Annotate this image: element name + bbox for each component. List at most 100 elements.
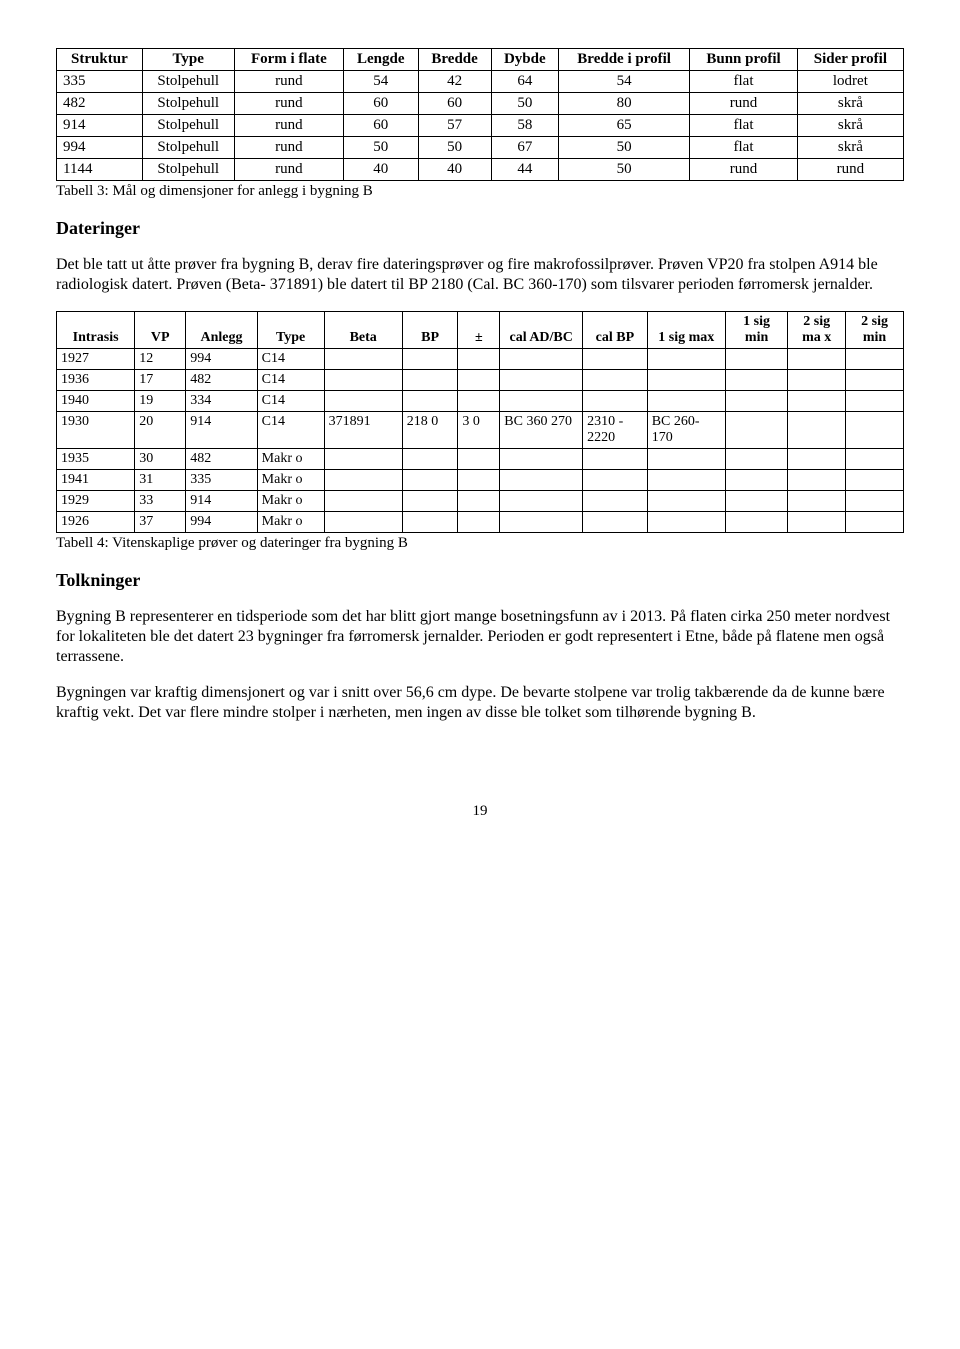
table-cell: [402, 370, 458, 391]
table-cell: [846, 491, 904, 512]
table-cell: [846, 512, 904, 533]
table-cell: [725, 412, 787, 449]
table-cell: 482: [57, 93, 143, 115]
table-cell: [500, 491, 583, 512]
table-cell: 482: [186, 370, 257, 391]
table-cell: Makr o: [257, 512, 324, 533]
table1-body: 335Stolpehullrund54426454flatlodret482St…: [57, 71, 904, 181]
table-cell: rund: [797, 159, 903, 181]
table-cell: [402, 470, 458, 491]
table-cell: rund: [234, 93, 343, 115]
table-cell: skrå: [797, 115, 903, 137]
table-cell: [647, 449, 725, 470]
table-cell: 65: [558, 115, 689, 137]
table-cell: [725, 491, 787, 512]
table-cell: 1936: [57, 370, 135, 391]
table-cell: Makr o: [257, 449, 324, 470]
table-cell: 914: [186, 491, 257, 512]
table-cell: 1926: [57, 512, 135, 533]
th: Beta: [324, 312, 402, 349]
table2-body: 192712994C14193617482C14194019334C141930…: [57, 349, 904, 533]
table-cell: rund: [234, 115, 343, 137]
table-row: 914Stolpehullrund60575865flatskrå: [57, 115, 904, 137]
th: Bredde: [418, 49, 491, 71]
table-cell: skrå: [797, 93, 903, 115]
th: 1 sig min: [725, 312, 787, 349]
th: Form i flate: [234, 49, 343, 71]
table-cell: lodret: [797, 71, 903, 93]
table-cell: [846, 349, 904, 370]
table-row: 193020914C14371891218 03 0BC 360 2702310…: [57, 412, 904, 449]
table-cell: C14: [257, 391, 324, 412]
table-cell: BC 360 270: [500, 412, 583, 449]
table-cell: 20: [135, 412, 186, 449]
table-cell: C14: [257, 349, 324, 370]
th: Sider profil: [797, 49, 903, 71]
table-cell: [788, 349, 846, 370]
table-cell: 371891: [324, 412, 402, 449]
table-cell: [324, 370, 402, 391]
table-cell: [846, 370, 904, 391]
table-cell: [725, 449, 787, 470]
table-cell: 334: [186, 391, 257, 412]
th: Bredde i profil: [558, 49, 689, 71]
th: 2 sig min: [846, 312, 904, 349]
table-row: 193530482Makr o: [57, 449, 904, 470]
table-cell: [846, 470, 904, 491]
table-cell: 30: [135, 449, 186, 470]
table-cell: [725, 370, 787, 391]
table-cell: 914: [57, 115, 143, 137]
table-cell: [458, 512, 500, 533]
table-cell: [458, 349, 500, 370]
table-cell: rund: [234, 159, 343, 181]
th: 2 sig ma x: [788, 312, 846, 349]
table-row: 194131335Makr o: [57, 470, 904, 491]
table-cell: Stolpehull: [142, 137, 234, 159]
table-cell: 50: [558, 137, 689, 159]
table-cell: [725, 470, 787, 491]
table-cell: [402, 512, 458, 533]
table-row: 994Stolpehullrund50506750flatskrå: [57, 137, 904, 159]
table-cell: C14: [257, 412, 324, 449]
table-cell: [647, 370, 725, 391]
table1-head: Struktur Type Form i flate Lengde Bredde…: [57, 49, 904, 71]
table-cell: 50: [491, 93, 558, 115]
table-cell: 2310 - 2220: [583, 412, 648, 449]
table-cell: [324, 491, 402, 512]
table-cell: rund: [234, 71, 343, 93]
table-cell: [788, 412, 846, 449]
table-cell: Makr o: [257, 491, 324, 512]
table2-head: IntrasisVPAnleggTypeBetaBP±cal AD/BCcal …: [57, 312, 904, 349]
table-cell: 54: [558, 71, 689, 93]
table-cell: 37: [135, 512, 186, 533]
table-cell: [324, 470, 402, 491]
table-cell: [458, 370, 500, 391]
table-cell: [324, 391, 402, 412]
table-cell: [324, 449, 402, 470]
table-cell: 994: [186, 349, 257, 370]
th: Bunn profil: [690, 49, 798, 71]
table-cell: [500, 512, 583, 533]
table-cell: 50: [558, 159, 689, 181]
table-cell: [788, 512, 846, 533]
th: cal BP: [583, 312, 648, 349]
table-cell: [458, 391, 500, 412]
table-cell: 1927: [57, 349, 135, 370]
table-cell: [647, 470, 725, 491]
th: Type: [142, 49, 234, 71]
table-row: 192933914Makr o: [57, 491, 904, 512]
table-cell: [324, 349, 402, 370]
table-cell: [583, 349, 648, 370]
table-cell: 60: [418, 93, 491, 115]
table-cell: C14: [257, 370, 324, 391]
table-prover-dateringer: IntrasisVPAnleggTypeBetaBP±cal AD/BCcal …: [56, 311, 904, 533]
table-cell: 1940: [57, 391, 135, 412]
table-cell: 33: [135, 491, 186, 512]
table-cell: 50: [344, 137, 419, 159]
heading-dateringer: Dateringer: [56, 218, 904, 239]
table-cell: [788, 391, 846, 412]
table-row: 1144Stolpehullrund40404450rundrund: [57, 159, 904, 181]
table-cell: [788, 470, 846, 491]
table-row: 194019334C14: [57, 391, 904, 412]
table-cell: [846, 412, 904, 449]
